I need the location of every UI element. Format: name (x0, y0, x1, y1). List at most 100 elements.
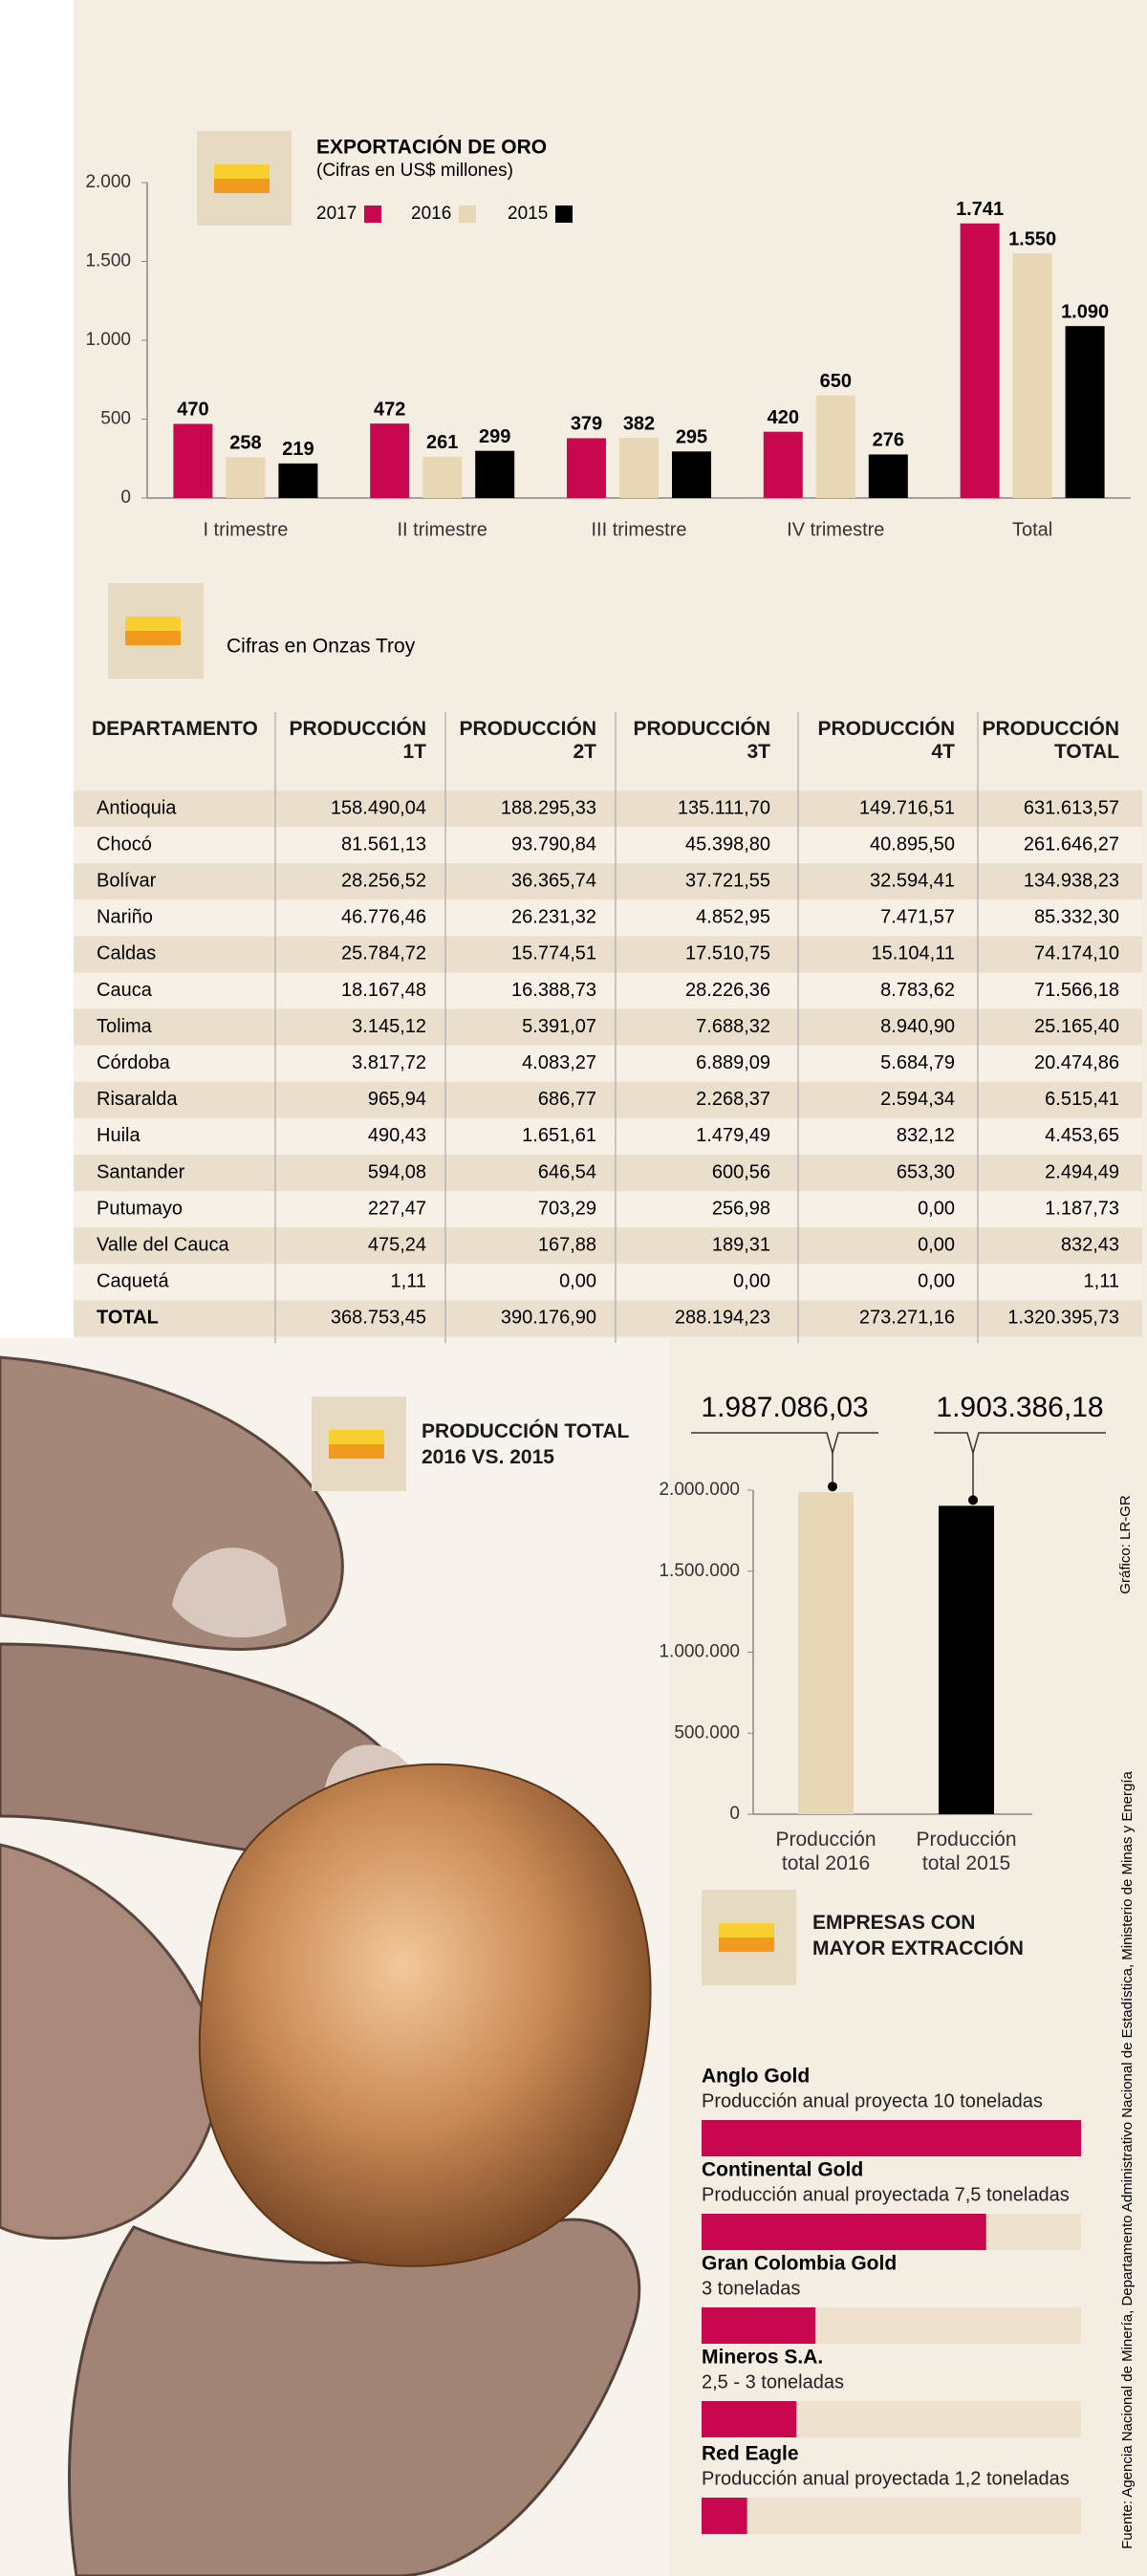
table-row-band (74, 1191, 1142, 1228)
table-cell: TOTAL (97, 1308, 159, 1329)
table-row-band (74, 1155, 1142, 1191)
table-cell: 4.083,27 (522, 1052, 596, 1073)
value-label: 382 (623, 413, 655, 434)
table-cell: Caquetá (97, 1271, 169, 1292)
table-header: PRODUCCIÓN 3T (633, 718, 770, 763)
table-header: PRODUCCIÓN 4T (817, 718, 955, 763)
table-cell: 28.256,52 (341, 870, 426, 891)
table-cell: 3.817,72 (352, 1052, 426, 1073)
table-row-band (74, 863, 1142, 900)
bar (475, 450, 515, 498)
table-cell: 4.453,65 (1045, 1125, 1119, 1146)
photo (0, 1355, 652, 2576)
table-cell: 6.515,41 (1045, 1089, 1119, 1110)
x-tick-label: IV trimestre (787, 519, 884, 540)
callout (934, 1432, 1106, 1456)
table-header-cell: PRODUCCIÓN 4T (817, 718, 955, 764)
category-label: Red Eagle (702, 2443, 799, 2465)
y-tick-label: 2.000.000 (659, 1480, 740, 1500)
table-cell: 227,47 (368, 1198, 426, 1219)
value-label: 379 (571, 414, 602, 435)
table-cell: 134.938,23 (1024, 870, 1119, 891)
category-label: Gran Colombia Gold (702, 2253, 897, 2275)
table-header-cell: PRODUCCIÓN 3T (633, 718, 770, 764)
bar (868, 454, 908, 498)
table-cell: 368.753,45 (331, 1308, 426, 1329)
source: Fuente: Agencia Nacional de Minería, Dep… (1119, 1770, 1136, 2548)
category-label: Continental Gold (702, 2159, 863, 2181)
table-cell: 74.174,10 (1034, 943, 1119, 964)
table-row-band (74, 899, 1142, 937)
table-cell: 594,08 (368, 1161, 426, 1182)
gold-nugget (198, 1763, 652, 2267)
table-cell: 1.320.395,73 (1007, 1308, 1119, 1329)
table-row-band (74, 1227, 1142, 1265)
table-cell: 490,43 (368, 1125, 426, 1146)
category-label: Anglo Gold (702, 2066, 810, 2088)
value-label: 470 (177, 400, 208, 421)
bar (672, 451, 711, 498)
table-row-band (74, 790, 1142, 827)
x-tick-label: Total (1012, 519, 1052, 540)
table-cell: 40.895,50 (870, 833, 955, 855)
table-cell: 26.231,32 (511, 907, 596, 928)
table-row-band (74, 1008, 1142, 1046)
callout-dot (828, 1482, 837, 1492)
y-tick-label: 1.500.000 (659, 1561, 740, 1581)
table-cell: 5.684,79 (880, 1052, 955, 1073)
value-label: 1.550 (1008, 229, 1056, 250)
value-label: 299 (479, 426, 510, 447)
table-cell: 149.716,51 (859, 797, 955, 818)
bar (422, 456, 463, 498)
value-label: 1.741 (956, 199, 1004, 220)
bar (173, 423, 213, 498)
table-cell: 3.145,12 (352, 1016, 426, 1037)
bar (619, 437, 659, 498)
table-cell: 45.398,80 (685, 833, 770, 855)
table-cell: 1,11 (391, 1271, 426, 1292)
table-row-band (74, 827, 1142, 864)
y-tick-label: 0 (120, 487, 131, 508)
x-tick-label: II trimestre (397, 519, 487, 540)
bar (798, 1492, 854, 1814)
legend-swatch (555, 206, 573, 223)
table-cell: 17.510,75 (685, 943, 770, 964)
table-cell: Cauca (97, 980, 153, 1001)
table-cell: Nariño (97, 907, 153, 928)
value-label: 472 (374, 399, 405, 420)
bar (939, 1505, 994, 1814)
value-label: 1.903.386,18 (936, 1392, 1103, 1423)
bar (763, 431, 803, 498)
table-cell: 6.889,09 (696, 1052, 770, 1073)
chart-subtitle: (Cifras en US$ millones) (316, 161, 513, 181)
bar (370, 423, 410, 498)
bar (702, 2120, 1081, 2156)
table-row-band (74, 1117, 1142, 1155)
table-row-band (74, 1045, 1142, 1082)
table-cell: Huila (97, 1125, 141, 1146)
table-cell: 1.479,49 (696, 1125, 770, 1146)
table-cell: 15.104,11 (872, 943, 956, 964)
value-label: 219 (282, 439, 314, 460)
table-cell: 189,31 (712, 1234, 770, 1255)
table-cell: 0,00 (918, 1198, 955, 1219)
table-cell: 600,56 (712, 1161, 770, 1182)
callout-dot (968, 1495, 978, 1505)
table-cell: 8.940,90 (880, 1016, 955, 1037)
icon (197, 131, 292, 226)
table-header: DEPARTAMENTO (92, 718, 258, 740)
table-cell: Santander (97, 1161, 185, 1182)
margin (0, 0, 74, 1338)
table-cell: 36.365,74 (511, 870, 596, 891)
nail (172, 1548, 287, 1638)
value-label: 1.987.086,03 (701, 1392, 868, 1423)
table-cell: Antioquia (97, 797, 177, 818)
table-row-band (74, 1264, 1142, 1301)
table-cell: 703,29 (538, 1198, 596, 1219)
table-cell: Valle del Cauca (97, 1234, 229, 1255)
table-cell: 5.391,07 (522, 1016, 596, 1037)
table-cell: 32.594,41 (870, 870, 955, 891)
table-cell: 37.721,55 (685, 870, 770, 891)
table-cell: Bolívar (97, 870, 157, 891)
